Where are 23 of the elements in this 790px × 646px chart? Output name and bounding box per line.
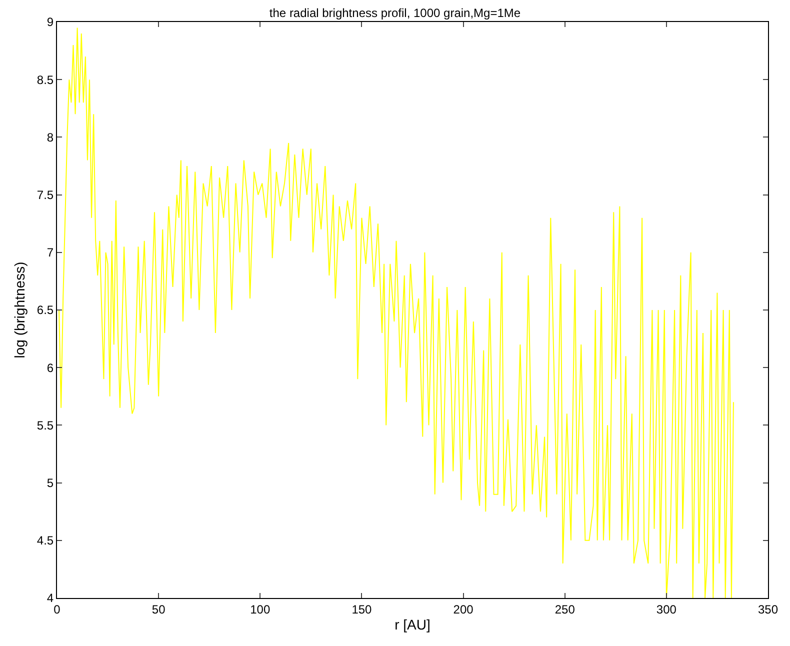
y-tick-label: 9 xyxy=(46,15,54,30)
x-tick-label: 350 xyxy=(758,602,778,616)
y-tick-label: 5.5 xyxy=(36,418,54,432)
x-tick-label: 50 xyxy=(152,602,166,616)
y-tick-label: 6.5 xyxy=(36,303,54,318)
line-series xyxy=(58,27,734,598)
chart-title: the radial brightness profil, 1000 grain,Mg=1Me xyxy=(269,6,521,20)
y-tick-label: 4 xyxy=(46,591,54,606)
y-tick-label: 7.5 xyxy=(36,188,54,202)
y-tick-label: 8 xyxy=(46,130,54,144)
y-tick-label: 4.5 xyxy=(36,534,54,548)
y-tick-label: 7 xyxy=(46,246,54,260)
y-tick-label: 6 xyxy=(46,360,54,375)
x-tick-label: 250 xyxy=(554,602,576,616)
x-tick-label: 150 xyxy=(352,602,372,616)
x-tick-label: 200 xyxy=(453,602,474,616)
x-tick-label: 0 xyxy=(54,602,61,616)
y-tick-label: 8.5 xyxy=(36,72,54,87)
x-tick-label: 300 xyxy=(656,602,677,616)
y-axis-title: log (brightness) xyxy=(12,262,28,358)
x-axis-title: r [AU] xyxy=(394,616,430,633)
y-tick-label: 5 xyxy=(46,476,54,490)
x-tick-label: 100 xyxy=(250,602,270,616)
